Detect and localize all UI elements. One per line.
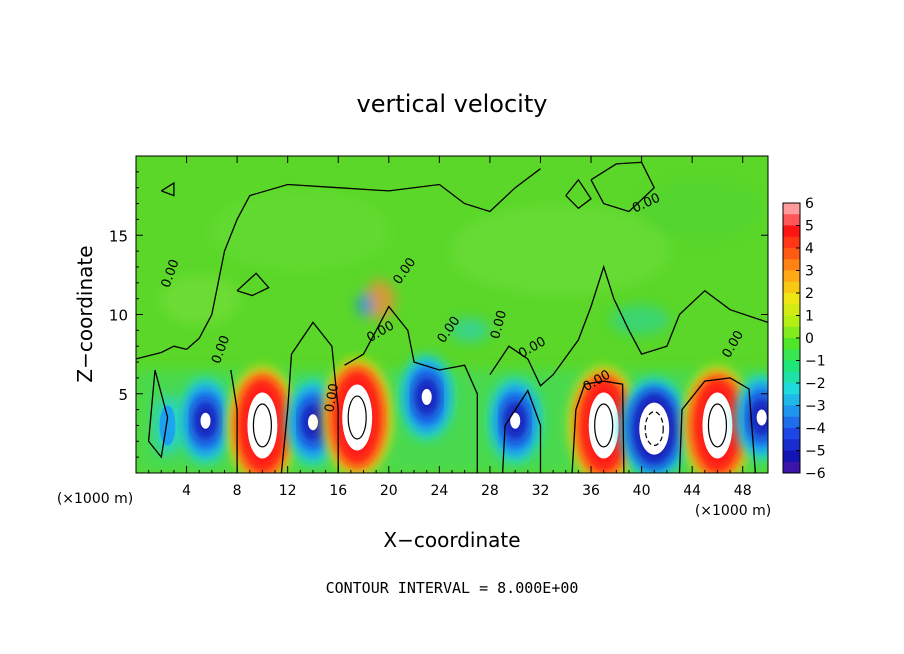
colorbar-tick-label: 6	[805, 196, 814, 212]
cell-contour	[644, 411, 664, 447]
y-axis: 5 10 15	[109, 171, 768, 458]
downdraft-cell	[489, 378, 542, 463]
colorbar-tick-label: −5	[805, 444, 826, 460]
chart-title: vertical velocity	[357, 90, 548, 118]
colorbar-blend	[783, 439, 800, 451]
colorbar-blend	[783, 371, 800, 384]
zero-contour-line	[186, 168, 541, 350]
cell-layer	[702, 392, 733, 459]
colorbar-blend	[783, 236, 800, 249]
colorbar-tick-label: −3	[805, 399, 826, 415]
y-tick-label: 15	[109, 227, 128, 245]
zero-contour-line	[230, 369, 238, 473]
updraft-cell	[323, 359, 392, 473]
updraft-cell	[228, 367, 297, 473]
cell-layer	[588, 392, 619, 459]
zero-contour-line	[160, 181, 175, 197]
x-tick-label: 4	[182, 483, 191, 499]
cell-layer	[307, 414, 318, 431]
colorbar-blend	[783, 259, 800, 271]
updraft-cell	[683, 367, 752, 473]
x-unit-label-right: (×1000 m)	[695, 503, 771, 519]
cell-layer	[247, 392, 278, 459]
downdraft-cell	[620, 378, 689, 473]
x-tick-label: 12	[279, 483, 297, 499]
colorbar-tick-label: −2	[805, 376, 826, 392]
x-tick-label: 32	[532, 483, 550, 499]
colorbar-blend	[783, 326, 800, 339]
zero-contour-line	[147, 369, 169, 459]
zero-contour-line	[571, 380, 625, 473]
contour-label: 0.00	[322, 382, 342, 413]
zero-contour-line	[280, 321, 339, 473]
colorbar-blend	[783, 214, 800, 226]
cell-contour	[252, 403, 272, 448]
colorbar-blend	[783, 394, 800, 406]
zero-contour-line	[590, 161, 655, 213]
zero-contour-line	[501, 389, 542, 473]
updraft-cell	[153, 395, 182, 456]
colorbar-tick-label: 2	[805, 286, 814, 302]
colorbar-tick-label: −1	[805, 354, 826, 370]
colorbar-tick-label: 4	[805, 241, 814, 257]
downdraft-cell	[400, 354, 453, 439]
colorbar-tick-label: 3	[805, 264, 814, 280]
downdraft-cell	[179, 378, 232, 463]
velocity-cells	[153, 354, 768, 473]
colorbar-tick-label: 0	[805, 331, 814, 347]
x-tick-label: 28	[481, 483, 499, 499]
colorbar-blend	[783, 416, 800, 429]
contour-label: 0.00	[488, 309, 510, 341]
zero-contour-line	[489, 264, 768, 387]
x-tick-label: 36	[582, 483, 600, 499]
y-tick-label: 5	[118, 386, 128, 404]
y-tick-label: 10	[109, 307, 128, 325]
x-tick-label: 16	[329, 483, 347, 499]
zero-contour-line	[565, 178, 592, 210]
colorbar-tick-label: 5	[805, 219, 814, 235]
zero-contours	[136, 161, 768, 473]
colorbar: 6 5 4 3 2 1 0 −1 −2 −3 −4 −5 −6	[782, 196, 826, 482]
zero-contour-line	[344, 305, 478, 473]
colorbar-blend	[783, 349, 800, 361]
cell-contour	[347, 395, 367, 440]
x-tick-label: 8	[233, 483, 242, 499]
colorbar-blend	[783, 281, 800, 294]
colorbar-tick-label: 1	[805, 309, 814, 325]
cell-contour	[707, 403, 728, 448]
downdraft-cell	[735, 375, 768, 460]
cell-contour	[594, 403, 614, 448]
x-axis: 4 8 12 16 20 24 28 32 36 40 44 48	[148, 156, 756, 499]
x-tick-label: 40	[633, 483, 651, 499]
x-tick-label: 44	[683, 483, 701, 499]
x-unit-label-left: (×1000 m)	[57, 491, 133, 507]
cell-layer	[639, 402, 670, 455]
cell-layer	[200, 412, 211, 429]
zero-contour-line	[136, 345, 187, 360]
colorbar-tick-label: −4	[805, 421, 826, 437]
cell-layer	[421, 388, 432, 405]
x-axis-title: X−coordinate	[383, 528, 520, 552]
x-tick-label: 24	[430, 483, 448, 499]
cell-layer	[159, 405, 176, 446]
contour-interval-footer: CONTOUR INTERVAL = 8.000E+00	[326, 579, 579, 597]
updraft-cell	[569, 367, 638, 473]
cell-layer	[756, 409, 767, 426]
colorbar-blend	[783, 304, 800, 316]
x-tick-label: 20	[380, 483, 398, 499]
colorbar-blend	[783, 461, 800, 474]
colorbar-tick-label: −6	[805, 466, 826, 482]
zero-contour-line	[678, 377, 757, 473]
x-tick-label: 48	[734, 483, 752, 499]
cell-layer	[342, 384, 373, 451]
velocity-field	[136, 156, 768, 473]
y-axis-title: Z−coordinate	[73, 245, 97, 382]
zero-contour-line	[236, 272, 270, 297]
cell-layer	[510, 412, 521, 429]
